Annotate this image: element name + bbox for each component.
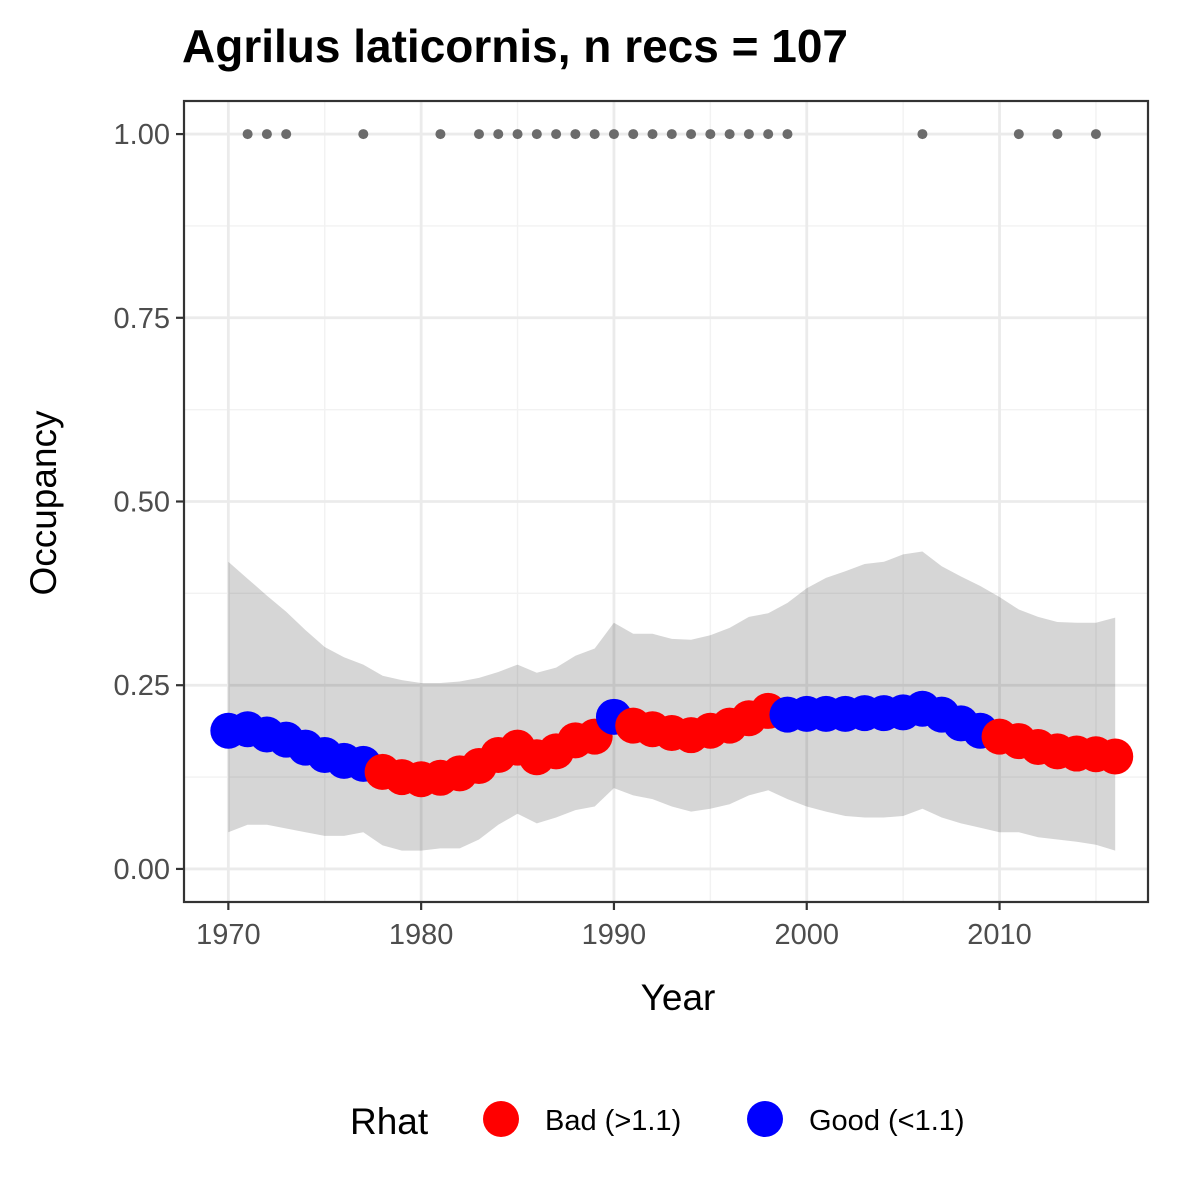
chart-title: Agrilus laticornis, n recs = 107 [182, 20, 848, 72]
record-point [666, 129, 677, 140]
record-point [589, 129, 600, 140]
record-point [570, 129, 581, 140]
record-point [512, 129, 523, 140]
record-points [242, 129, 1101, 140]
y-tick-label: 1.00 [114, 119, 170, 151]
y-axis-title: Occupancy [23, 410, 64, 596]
record-point [705, 129, 716, 140]
record-point [281, 129, 292, 140]
x-tick-label: 1980 [389, 919, 454, 951]
record-point [358, 129, 369, 140]
record-point [242, 129, 253, 140]
record-point [1090, 129, 1101, 140]
occupancy-points [210, 690, 1134, 798]
plot-panel [182, 99, 1150, 904]
record-point [1052, 129, 1063, 140]
y-tick-label: 0.75 [114, 303, 170, 335]
x-tick-label: 2010 [967, 919, 1032, 951]
record-point [435, 129, 446, 140]
x-axis: 1970 1980 1990 2000 2010 [196, 902, 1032, 951]
legend-label-bad: Bad (>1.1) [545, 1105, 681, 1137]
record-point [743, 129, 754, 140]
record-point [782, 129, 793, 140]
y-tick-label: 0.00 [114, 854, 170, 886]
record-point [724, 129, 735, 140]
y-tick-label: 0.50 [114, 487, 170, 519]
record-point [686, 129, 697, 140]
legend-key-good [747, 1101, 783, 1137]
x-tick-label: 1990 [582, 919, 647, 951]
record-point [647, 129, 658, 140]
record-point [917, 129, 928, 140]
record-point [1013, 129, 1024, 140]
y-tick-label: 0.25 [114, 670, 170, 702]
record-point [473, 129, 484, 140]
x-tick-label: 1970 [196, 919, 261, 951]
record-point [763, 129, 774, 140]
occupancy-point [1097, 738, 1134, 775]
legend-key-bad [483, 1101, 519, 1137]
legend-label-good: Good (<1.1) [809, 1105, 965, 1137]
legend-title: Rhat [350, 1101, 429, 1142]
x-axis-title: Year [641, 977, 716, 1018]
legend: Rhat Bad (>1.1) Good (<1.1) [350, 1101, 965, 1142]
record-point [608, 129, 619, 140]
x-tick-label: 2000 [774, 919, 839, 951]
record-point [261, 129, 272, 140]
record-point [531, 129, 542, 140]
y-axis: 0.00 0.25 0.50 0.75 1.00 [114, 119, 184, 886]
record-point [551, 129, 562, 140]
record-point [628, 129, 639, 140]
record-point [493, 129, 504, 140]
